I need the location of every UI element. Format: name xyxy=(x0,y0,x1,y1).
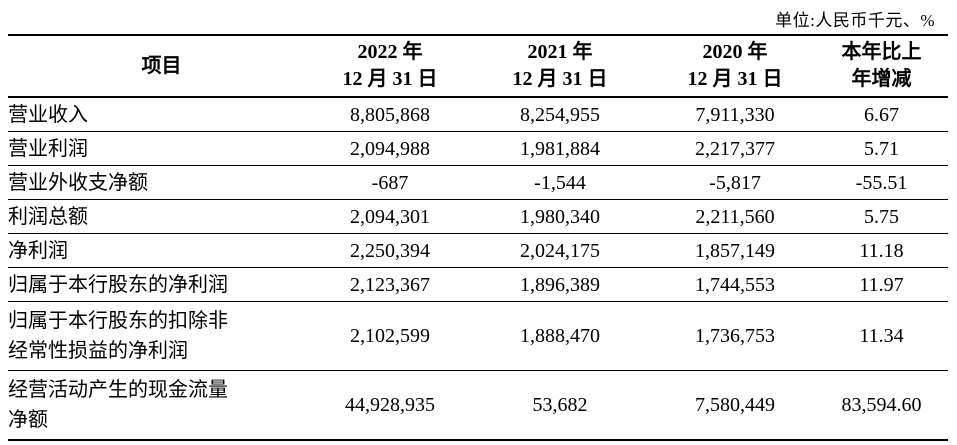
column-header-line: 2021 年 xyxy=(527,41,593,63)
column-header-2022: 2022 年 12 月 31 日 xyxy=(315,35,465,98)
cell-change: 11.34 xyxy=(815,301,948,371)
cell-change: 83,594.60 xyxy=(841,394,922,416)
cell-2022: 2,123,367 xyxy=(315,267,465,302)
cell-2021: 53,682 xyxy=(532,394,588,416)
cell-2022: -687 xyxy=(315,165,465,200)
column-header-line: 项目 xyxy=(141,54,182,77)
column-header-2020: 2020 年 12 月 31 日 xyxy=(655,35,815,98)
row-label: 经营活动产生的现金流量 净额 xyxy=(8,371,315,441)
row-label-line: 营业外收支净额 xyxy=(8,171,148,194)
row-label: 利润总额 xyxy=(8,199,315,234)
table-row: 归属于本行股东的净利润 2,123,367 1,896,389 1,744,55… xyxy=(8,267,948,302)
row-label-line: 利润总额 xyxy=(8,205,88,228)
cell-2021: 1,896,389 xyxy=(465,267,655,302)
row-label: 归属于本行股东的扣除非 经常性损益的净利润 xyxy=(8,301,315,371)
table-row: 营业外收支净额 -687 -1,544 -5,817 -55.51 xyxy=(8,165,948,200)
cell-2020: 7,580,449 xyxy=(695,394,775,416)
column-header-line: 12 月 31 日 xyxy=(687,68,783,90)
cell-2022: 44,928,935 xyxy=(345,394,435,416)
cell-2021: -1,544 xyxy=(465,165,655,200)
column-header-line: 2020 年 xyxy=(702,41,768,63)
cell-2020: 2,217,377 xyxy=(655,131,815,166)
cell-2020: 1,857,149 xyxy=(655,233,815,268)
cell-change: -55.51 xyxy=(815,165,948,200)
cell-2021: 1,888,470 xyxy=(465,301,655,371)
row-label-line: 营业收入 xyxy=(8,103,88,126)
cell-2020: 7,911,330 xyxy=(655,97,815,132)
table-row: 营业收入 8,805,868 8,254,955 7,911,330 6.67 xyxy=(8,97,948,132)
column-header-line: 12 月 31 日 xyxy=(342,68,438,90)
table-row: 利润总额 2,094,301 1,980,340 2,211,560 5.75 xyxy=(8,199,948,234)
row-label: 营业利润 xyxy=(8,131,315,166)
cell-2021: 2,024,175 xyxy=(465,233,655,268)
cell-2020: 1,744,553 xyxy=(655,267,815,302)
row-label-line: 经营活动产生的现金流量 xyxy=(8,379,228,401)
column-header-line: 本年比上 xyxy=(841,41,922,63)
cell-change: 5.75 xyxy=(815,199,948,234)
cell-2021: 1,981,884 xyxy=(465,131,655,166)
cell-2020: -5,817 xyxy=(655,165,815,200)
column-header-line: 2022 年 xyxy=(357,41,423,63)
cell-change: 6.67 xyxy=(815,97,948,132)
column-header-line: 12 月 31 日 xyxy=(512,68,608,90)
cell-change: 5.71 xyxy=(815,131,948,166)
row-label: 净利润 xyxy=(8,233,315,268)
cell-2021: 8,254,955 xyxy=(465,97,655,132)
row-label-line: 经常性损益的净利润 xyxy=(8,340,188,362)
row-label-line: 净利润 xyxy=(8,239,68,262)
table-row: 净利润 2,250,394 2,024,175 1,857,149 11.18 xyxy=(8,233,948,268)
cell-2022: 2,250,394 xyxy=(315,233,465,268)
table-row: 经营活动产生的现金流量 净额 44,928,935 53,682 7,580,4… xyxy=(8,371,948,441)
column-header-item: 项目 xyxy=(8,35,315,98)
cell-change: 11.97 xyxy=(815,267,948,302)
cell-2022: 2,094,988 xyxy=(315,131,465,166)
cell-2021: 1,980,340 xyxy=(465,199,655,234)
cell-2020: 2,211,560 xyxy=(655,199,815,234)
table-row: 归属于本行股东的扣除非 经常性损益的净利润 2,102,599 1,888,47… xyxy=(8,301,948,371)
row-label: 营业收入 xyxy=(8,97,315,132)
column-header-line: 年增减 xyxy=(851,68,912,90)
row-label-line: 归属于本行股东的净利润 xyxy=(8,273,228,296)
row-label: 归属于本行股东的净利润 xyxy=(8,267,315,302)
row-label: 营业外收支净额 xyxy=(8,165,315,200)
cell-change: 11.18 xyxy=(815,233,948,268)
cell-2022: 8,805,868 xyxy=(315,97,465,132)
row-label-line: 归属于本行股东的扣除非 xyxy=(8,310,228,332)
column-header-2021: 2021 年 12 月 31 日 xyxy=(465,35,655,98)
row-label-line: 净额 xyxy=(8,409,48,431)
table-header-row: 项目 2022 年 12 月 31 日 2021 年 12 月 31 日 202… xyxy=(8,35,948,98)
cell-2022: 2,094,301 xyxy=(315,199,465,234)
financial-summary-table: 项目 2022 年 12 月 31 日 2021 年 12 月 31 日 202… xyxy=(8,34,948,441)
row-label-line: 营业利润 xyxy=(8,137,88,160)
cell-2022: 2,102,599 xyxy=(315,301,465,371)
table-row: 营业利润 2,094,988 1,981,884 2,217,377 5.71 xyxy=(8,131,948,166)
cell-2020: 1,736,753 xyxy=(655,301,815,371)
unit-note: 单位:人民币千元、% xyxy=(775,11,935,30)
column-header-change: 本年比上 年增减 xyxy=(815,35,948,98)
